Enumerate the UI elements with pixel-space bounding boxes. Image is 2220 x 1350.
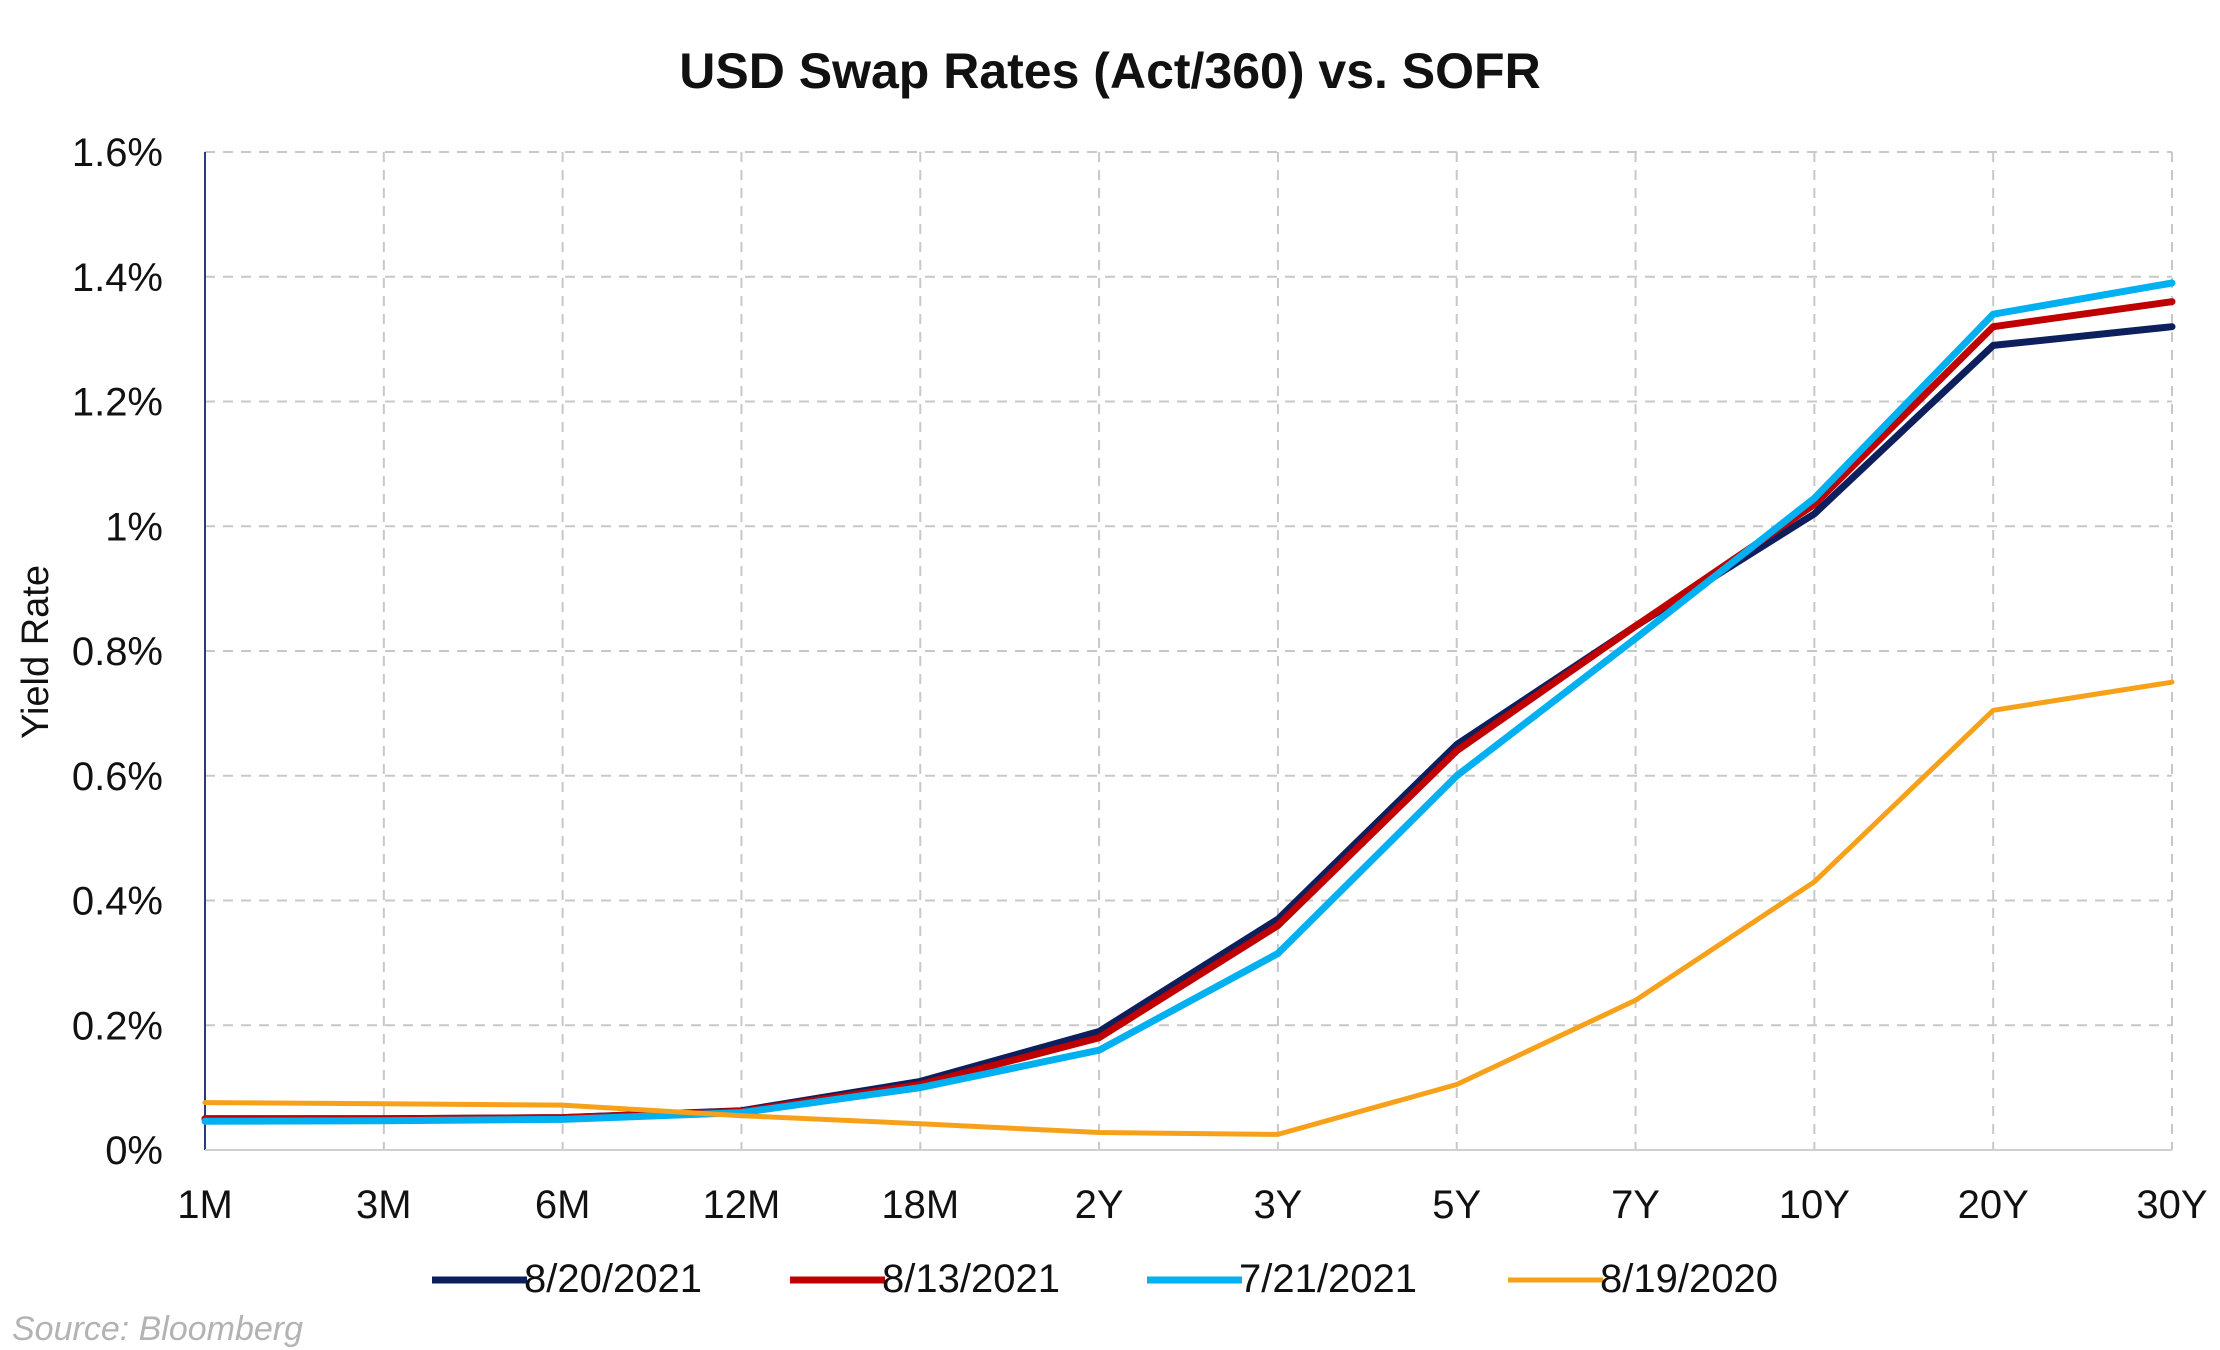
x-tick-label: 18M (881, 1183, 959, 1227)
legend-label-1: 8/20/2021 (524, 1257, 702, 1301)
x-tick-label: 12M (703, 1183, 781, 1227)
y-axis-title: Yield Rate (15, 565, 57, 739)
series-line-3 (201, 279, 2176, 1125)
y-tick-label: 1.4% (72, 256, 163, 300)
y-tick-label: 0.4% (72, 880, 163, 924)
y-tick-label: 0.2% (72, 1004, 163, 1048)
y-tick-label: 1% (105, 505, 163, 549)
x-tick-labels: 1M 3M 6M 12M 18M 2Y 3Y 5Y 7Y 10Y 20Y 30Y (177, 1183, 2207, 1227)
x-tick-label: 7Y (1611, 1183, 1660, 1227)
axes-layer (204, 152, 2172, 1151)
x-tick-label: 6M (535, 1183, 591, 1227)
x-tick-label: 1M (177, 1183, 233, 1227)
series-line-2 (201, 298, 2176, 1123)
grid-layer (205, 151, 2173, 1150)
x-tick-label: 10Y (1779, 1183, 1850, 1227)
y-tick-labels: 0% 0.2% 0.4% 0.6% 0.8% 1% 1.2% 1.4% 1.6% (72, 131, 163, 1173)
y-tick-label: 0% (105, 1129, 163, 1173)
x-tick-label: 30Y (2136, 1183, 2207, 1227)
x-tick-label: 3M (356, 1183, 412, 1227)
legend-label-3: 7/21/2021 (1239, 1257, 1417, 1301)
series-layer (201, 279, 2176, 1137)
y-tick-label: 0.6% (72, 755, 163, 799)
x-tick-label: 2Y (1075, 1183, 1124, 1227)
chart-title: USD Swap Rates (Act/360) vs. SOFR (679, 43, 1540, 99)
x-tick-label: 3Y (1253, 1183, 1302, 1227)
y-tick-label: 0.8% (72, 630, 163, 674)
source-note: Source: Bloomberg (12, 1310, 303, 1348)
y-tick-label: 1.2% (72, 381, 163, 425)
y-tick-label: 1.6% (72, 131, 163, 175)
legend-label-4: 8/19/2020 (1600, 1257, 1778, 1301)
series-line-4 (202, 679, 2175, 1137)
legend: 8/20/2021 8/13/2021 7/21/2021 8/19/2020 (432, 1257, 1778, 1301)
legend-label-2: 8/13/2021 (882, 1257, 1060, 1301)
x-tick-label: 5Y (1432, 1183, 1481, 1227)
x-tick-label: 20Y (1958, 1183, 2029, 1227)
